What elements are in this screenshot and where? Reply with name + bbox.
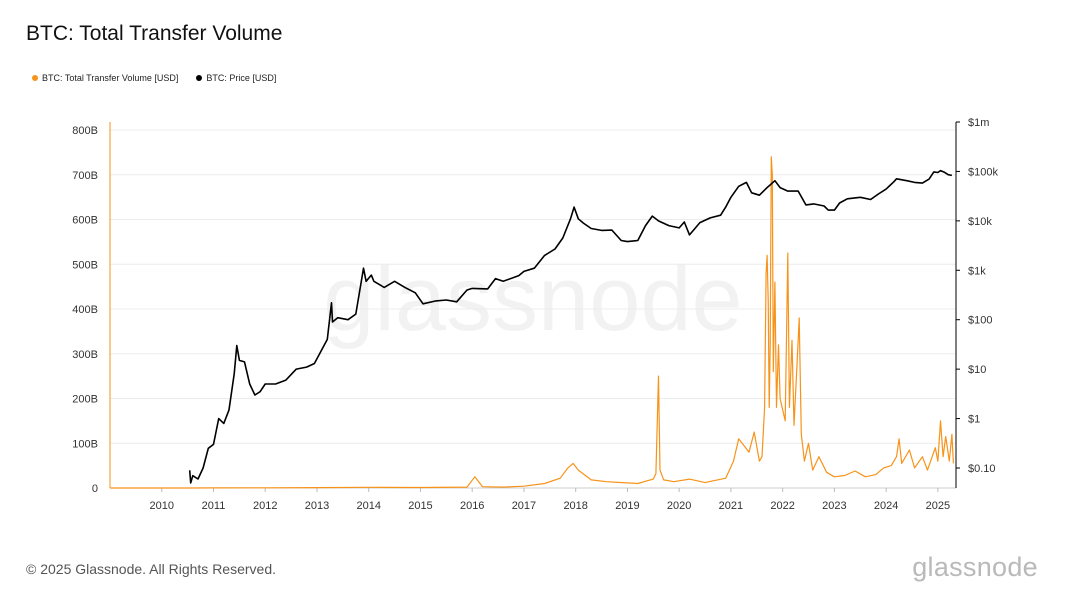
legend-label-price: BTC: Price [USD]	[206, 73, 277, 83]
x-tick-label: 2013	[305, 500, 329, 512]
y-tick-label-right: $100k	[968, 166, 998, 178]
y-tick-label-right: $10	[968, 364, 986, 376]
glassnode-logo[interactable]: glassnode	[912, 552, 1038, 582]
y-tick-label-left: 0	[92, 483, 98, 495]
legend-item-volume[interactable]: BTC: Total Transfer Volume [USD]	[32, 73, 178, 83]
x-tick-label: 2018	[563, 500, 587, 512]
x-tick-label: 2011	[202, 500, 226, 512]
y-tick-label-left: 300B	[72, 349, 98, 361]
y-tick-label-left: 500B	[72, 259, 98, 271]
y-tick-label-left: 400B	[72, 304, 98, 316]
x-tick-label: 2016	[460, 500, 484, 512]
legend: BTC: Total Transfer Volume [USD] BTC: Pr…	[32, 73, 276, 83]
x-tick-label: 2014	[356, 500, 380, 512]
legend-swatch-price	[196, 75, 203, 81]
price-series-line	[188, 169, 953, 484]
legend-swatch-volume	[32, 75, 38, 81]
x-tick-label: 2020	[667, 500, 691, 512]
x-tick-label: 2015	[408, 500, 432, 512]
x-tick-label: 2019	[615, 500, 639, 512]
y-tick-label-left: 600B	[72, 215, 98, 227]
y-tick-label-right: $1m	[968, 117, 989, 129]
y-tick-label-right: $0.10	[968, 463, 996, 475]
x-tick-label: 2017	[512, 500, 536, 512]
copyright-footer: © 2025 Glassnode. All Rights Reserved.	[26, 561, 277, 577]
y-tick-label-left: 100B	[72, 438, 98, 450]
legend-label-volume: BTC: Total Transfer Volume [USD]	[42, 73, 179, 83]
y-tick-label-left: 800B	[72, 125, 98, 137]
volume-series-line	[110, 156, 954, 489]
x-tick-label: 2021	[719, 500, 743, 512]
y-tick-label-right: $1	[968, 414, 980, 426]
x-tick-label: 2012	[253, 500, 277, 512]
x-tick-label: 2010	[150, 500, 174, 512]
x-tick-label: 2023	[822, 500, 846, 512]
x-tick-label: 2025	[926, 500, 950, 512]
x-tick-label: 2022	[770, 500, 794, 512]
watermark: glassnode	[323, 248, 742, 350]
y-tick-label-right: $1k	[968, 265, 986, 277]
y-tick-label-right: $100	[968, 315, 992, 327]
x-tick-label: 2024	[874, 500, 898, 512]
chart-title: BTC: Total Transfer Volume	[26, 22, 283, 45]
y-tick-label-left: 700B	[72, 170, 98, 182]
y-tick-label-left: 200B	[72, 394, 98, 406]
legend-item-price[interactable]: BTC: Price [USD]	[196, 73, 276, 83]
y-tick-label-right: $10k	[968, 216, 992, 228]
